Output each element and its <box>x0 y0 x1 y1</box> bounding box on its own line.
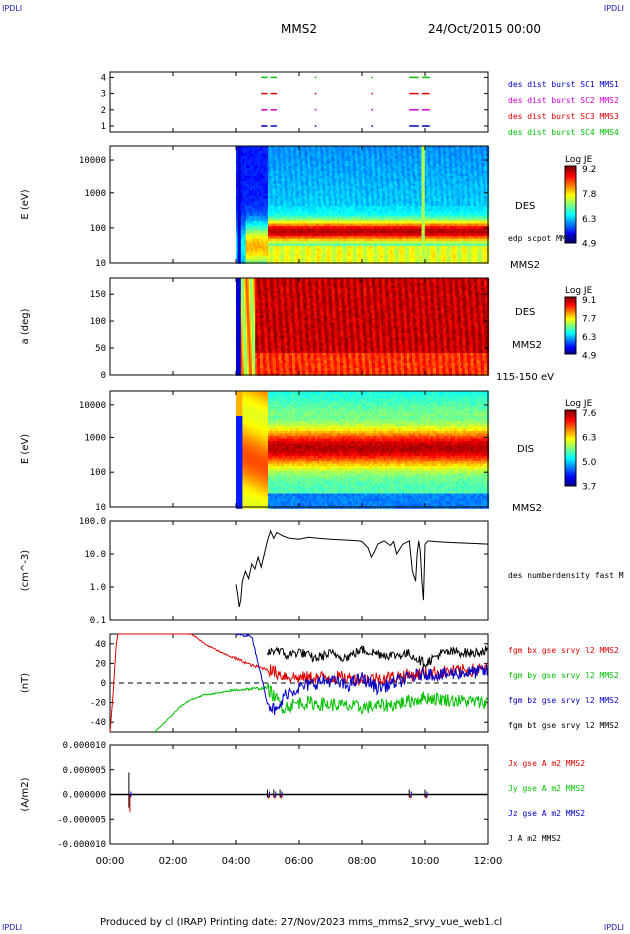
y-tick-label: 1 <box>101 122 106 132</box>
y-tick-label: 2 <box>101 106 106 116</box>
burst-legend-entry: des dist burst SC3 MMS3 <box>508 112 619 121</box>
burst-legend-entry: des dist burst SC4 MMS4 <box>508 128 619 137</box>
y-tick-label: 4 <box>101 73 106 83</box>
spectrogram <box>236 146 489 264</box>
burst-legend-entry: des dist burst SC1 MMS1 <box>508 80 619 89</box>
y-tick-label: 3 <box>101 90 106 100</box>
burst-legend-entry: des dist burst SC2 MMS2 <box>508 96 619 105</box>
stacked-plot: 1 2 3 4 des dist burst SC1 MMS1 des dist burs… <box>0 0 630 934</box>
panel-frame <box>110 72 488 132</box>
